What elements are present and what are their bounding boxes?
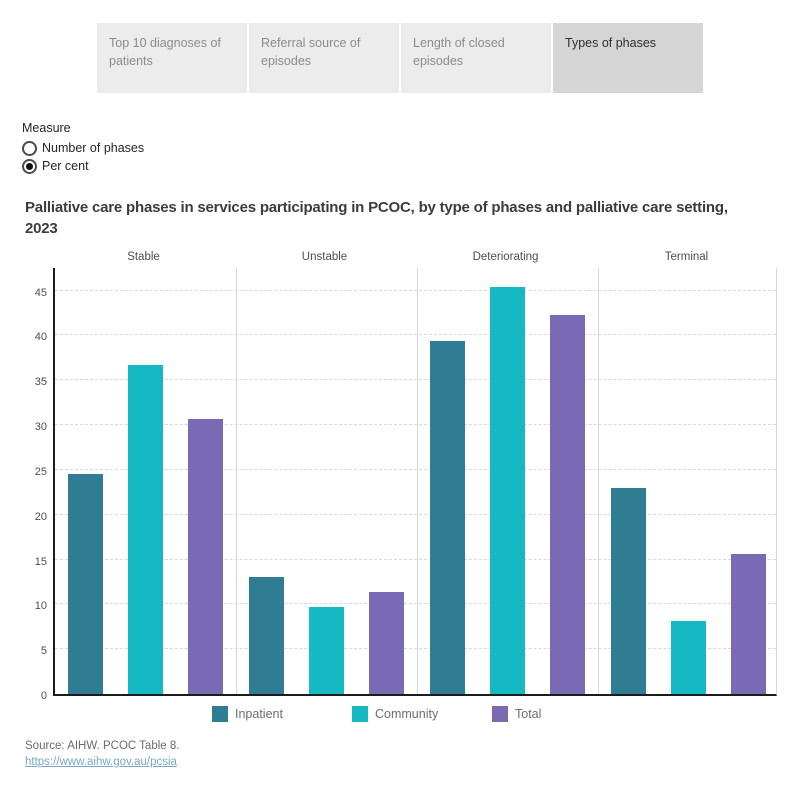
bar-unstable-inpatient[interactable]	[248, 577, 284, 694]
y-tick-label: 25	[34, 465, 47, 478]
measure-options: Number of phases Per cent	[22, 139, 144, 175]
tab-referral-source-of-episodes[interactable]: Referral source of episodes	[249, 23, 399, 93]
y-tick-label: 0	[40, 690, 47, 702]
legend-swatch-icon	[492, 706, 508, 722]
bar-deteriorating-total[interactable]	[550, 314, 586, 694]
legend-item-inpatient[interactable]: Inpatient	[212, 706, 283, 722]
bar-terminal-total[interactable]	[731, 554, 767, 694]
bar-deteriorating-community[interactable]	[490, 287, 525, 694]
gridline	[55, 289, 776, 291]
radio-per-cent[interactable]: Per cent	[22, 157, 144, 175]
bar-terminal-community[interactable]	[671, 620, 706, 694]
panel-divider	[598, 268, 599, 694]
bar-deteriorating-inpatient[interactable]	[429, 340, 465, 694]
y-tick-label: 15	[34, 555, 47, 568]
y-tick-label: 40	[34, 331, 47, 344]
y-tick-label: 10	[34, 600, 47, 613]
tab-top-10-diagnoses-of-patients[interactable]: Top 10 diagnoses of patients	[97, 23, 247, 93]
bar-stable-total[interactable]	[188, 418, 224, 694]
panel-header-terminal: Terminal	[664, 251, 709, 263]
y-axis-labels: 0 5 10 15 20 25 30 35 40 45	[0, 268, 47, 702]
panel-divider	[236, 268, 237, 694]
gridline	[55, 468, 776, 470]
legend-swatch-icon	[212, 706, 228, 722]
bar-unstable-community[interactable]	[309, 607, 344, 694]
gridline	[55, 603, 776, 605]
measure-group: Measure Number of phases Per cent	[22, 121, 144, 175]
source-text: Source: AIHW. PCOC Table 8.	[25, 740, 180, 752]
legend-swatch-icon	[352, 706, 368, 722]
gridline	[55, 648, 776, 650]
legend-item-community[interactable]: Community	[352, 706, 438, 722]
bar-terminal-inpatient[interactable]	[610, 487, 646, 694]
radio-unselected-icon[interactable]	[22, 140, 37, 156]
chart-title: Palliative care phases in services parti…	[25, 199, 728, 237]
tab-length-of-closed-episodes[interactable]: Length of closed episodes	[401, 23, 551, 93]
gridline	[55, 424, 776, 426]
radio-selected-icon[interactable]	[22, 158, 37, 174]
gridline	[55, 558, 776, 560]
legend-label: Total	[515, 707, 542, 721]
bar-stable-inpatient[interactable]	[67, 473, 103, 694]
measure-label: Measure	[22, 121, 71, 135]
panel-header-unstable: Unstable	[301, 251, 348, 263]
chart-legend: Inpatient Community Total	[0, 706, 800, 726]
y-tick-label: 35	[34, 376, 47, 389]
legend-label: Inpatient	[235, 707, 283, 721]
legend-item-total[interactable]: Total	[492, 706, 541, 722]
gridline	[55, 334, 776, 336]
radio-label: Number of phases	[42, 141, 145, 155]
y-tick-label: 20	[34, 510, 47, 523]
bar-stable-community[interactable]	[128, 365, 163, 694]
panel-divider	[417, 268, 418, 694]
panel-header-row: Stable Unstable Deteriorating Terminal	[53, 251, 777, 263]
plot-area	[53, 268, 777, 696]
radio-number-of-phases[interactable]: Number of phases	[22, 139, 144, 157]
tab-types-of-phases[interactable]: Types of phases	[553, 23, 703, 93]
panel-header-deteriorating: Deteriorating	[472, 251, 539, 263]
panel-header-stable: Stable	[127, 251, 160, 263]
tab-bar: Top 10 diagnoses of patients Referral sou…	[97, 23, 703, 93]
legend-label: Community	[375, 707, 439, 721]
y-tick-label: 5	[40, 645, 47, 658]
gridline	[55, 513, 776, 515]
y-tick-label: 30	[34, 421, 47, 434]
radio-label: Per cent	[42, 159, 89, 173]
y-tick-label: 45	[34, 286, 47, 299]
bar-unstable-total[interactable]	[369, 591, 405, 694]
source-link[interactable]: https://www.aihw.gov.au/pcsia	[25, 756, 177, 768]
gridline	[55, 379, 776, 381]
